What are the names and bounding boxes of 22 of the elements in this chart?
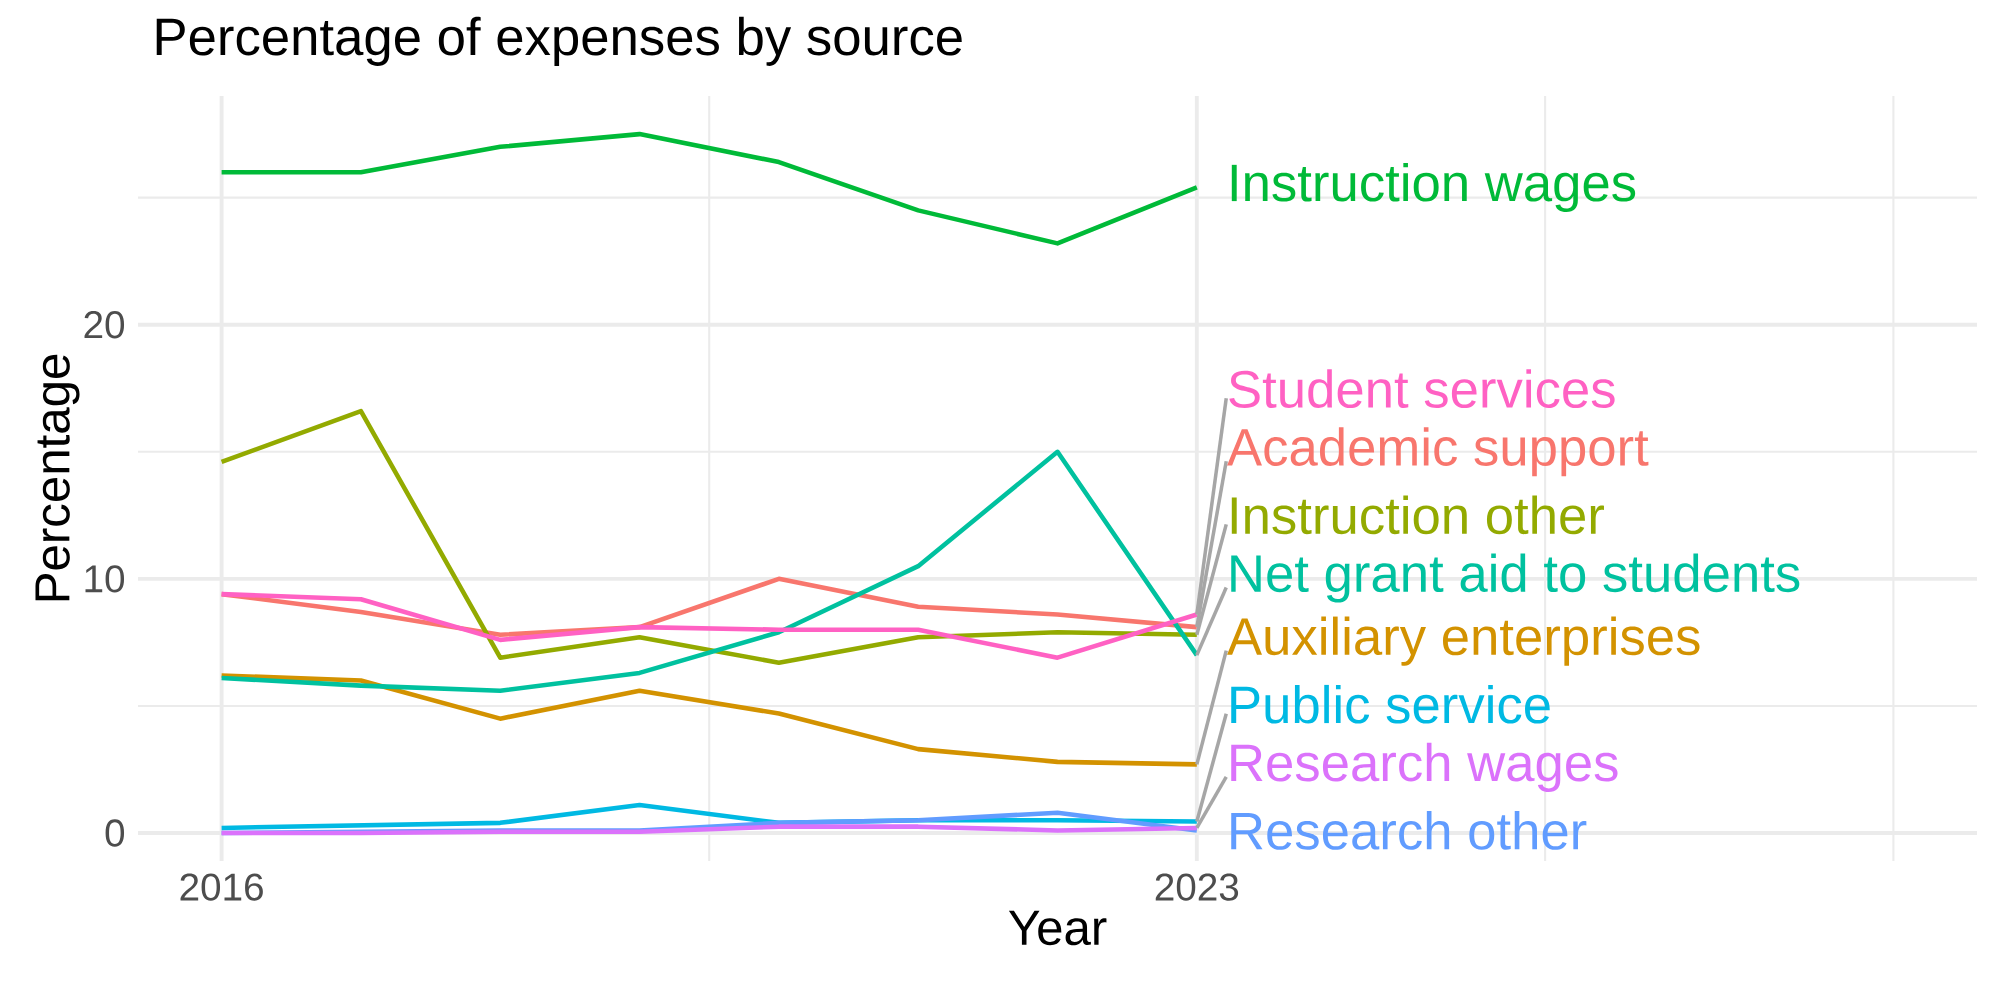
line-series [219,824,1200,836]
series-label: Research other [1231,811,1587,850]
series-label: Auxiliary enterprises [1227,616,1700,666]
text: Instruction other [1231,495,1604,535]
series-label: Research wages [1231,742,1618,792]
y-tick-label: 20 [84,311,125,339]
x-tick-label: 2023 [1155,873,1239,901]
chart-title: Percentage of expenses by source [156,16,962,66]
x-axis-title: Year [1008,910,1107,946]
series-label: Public service [1231,684,1550,724]
series-label: Instruction wages [1231,162,1636,213]
series-label: Net grant aid to students [1231,553,1800,603]
y-tick-label: 0 [105,819,125,847]
line-series [219,591,1200,660]
text: Student services [1229,369,1615,409]
line-series [219,673,1200,767]
line-series [219,408,1200,666]
text: Academic support [1227,427,1649,477]
x-tick-label: 2016 [180,873,263,901]
y-axis-title: Percentage [35,354,80,601]
y-tick-label: 10 [85,565,125,593]
line-series [219,131,1200,246]
